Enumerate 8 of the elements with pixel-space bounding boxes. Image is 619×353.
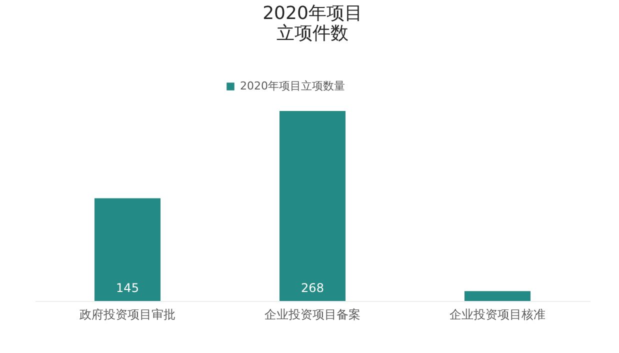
chart-subtitle: 立项件数 [276, 23, 348, 44]
x-tick-label: 政府投资项目审批 [80, 308, 176, 322]
text: 268 [301, 281, 324, 295]
legend-label: 2020年项目立项数量 [240, 80, 345, 92]
text: 145 [116, 281, 139, 295]
x-tick-label: 企业投资项目备案 [264, 308, 360, 322]
x-tick-label: 企业投资项目核准 [450, 308, 546, 322]
chart-title: 2020年项目 [262, 3, 362, 24]
